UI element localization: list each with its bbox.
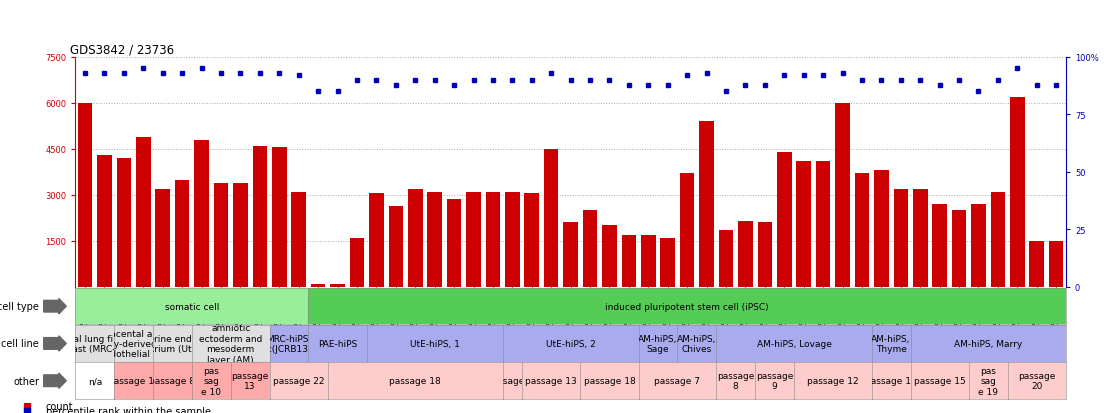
- Bar: [428, 192, 442, 287]
- Text: somatic cell: somatic cell: [165, 302, 219, 311]
- Bar: [972, 204, 986, 287]
- Text: AM-hiPS,
Thyme: AM-hiPS, Thyme: [871, 334, 911, 353]
- Text: passage 22: passage 22: [273, 376, 325, 385]
- Text: n/a: n/a: [88, 376, 102, 385]
- Bar: [1010, 97, 1025, 287]
- Bar: [505, 192, 520, 287]
- Bar: [544, 150, 558, 287]
- Bar: [835, 104, 850, 287]
- Text: AM-hiPS, Lovage: AM-hiPS, Lovage: [757, 339, 831, 348]
- Bar: [136, 137, 151, 287]
- Bar: [660, 238, 675, 287]
- Bar: [291, 192, 306, 287]
- Text: passage 8: passage 8: [150, 376, 195, 385]
- Bar: [408, 189, 422, 287]
- Bar: [797, 162, 811, 287]
- Text: fetal lung fibro
blast (MRC-5): fetal lung fibro blast (MRC-5): [61, 334, 129, 353]
- Bar: [311, 284, 326, 287]
- Text: passage 27: passage 27: [486, 376, 538, 385]
- Bar: [932, 204, 947, 287]
- Bar: [680, 174, 695, 287]
- Text: cell type: cell type: [0, 301, 39, 311]
- Text: passage 15: passage 15: [914, 376, 965, 385]
- Bar: [330, 284, 345, 287]
- Bar: [175, 180, 189, 287]
- Text: pas
sag
e 19: pas sag e 19: [978, 366, 998, 396]
- Bar: [350, 238, 365, 287]
- Bar: [98, 156, 112, 287]
- Text: uterine endom
etrium (UtE): uterine endom etrium (UtE): [138, 334, 206, 353]
- Bar: [369, 194, 383, 287]
- Text: passage 16: passage 16: [107, 376, 160, 385]
- Bar: [233, 183, 248, 287]
- Text: passage
20: passage 20: [1018, 371, 1056, 390]
- FancyArrow shape: [43, 373, 66, 388]
- Text: AM-hiPS, Marry: AM-hiPS, Marry: [954, 339, 1023, 348]
- Bar: [485, 192, 500, 287]
- Bar: [893, 189, 909, 287]
- Bar: [699, 122, 714, 287]
- Text: GDS3842 / 23736: GDS3842 / 23736: [71, 44, 175, 57]
- Bar: [155, 189, 170, 287]
- Text: passage
8: passage 8: [717, 371, 755, 390]
- Bar: [78, 104, 92, 287]
- Text: UtE-hiPS, 2: UtE-hiPS, 2: [546, 339, 595, 348]
- Bar: [622, 235, 636, 287]
- Text: placental arte
ry-derived
endothelial (PA: placental arte ry-derived endothelial (P…: [100, 329, 167, 358]
- Text: passage 7: passage 7: [655, 376, 700, 385]
- Bar: [758, 223, 772, 287]
- Bar: [389, 206, 403, 287]
- Text: other: other: [13, 376, 39, 386]
- Text: percentile rank within the sample: percentile rank within the sample: [47, 406, 211, 413]
- Bar: [913, 189, 927, 287]
- Bar: [214, 183, 228, 287]
- Bar: [447, 200, 461, 287]
- FancyArrow shape: [43, 299, 66, 314]
- Bar: [854, 174, 870, 287]
- Text: UtE-hiPS, 1: UtE-hiPS, 1: [410, 339, 460, 348]
- Bar: [642, 235, 656, 287]
- FancyArrow shape: [43, 336, 66, 351]
- Bar: [253, 147, 267, 287]
- Bar: [563, 223, 578, 287]
- Bar: [602, 226, 617, 287]
- Bar: [777, 152, 791, 287]
- Text: pas
sag
e 10: pas sag e 10: [202, 366, 222, 396]
- Bar: [1029, 241, 1044, 287]
- Bar: [719, 230, 733, 287]
- Text: count: count: [47, 401, 73, 411]
- Text: AM-hiPS,
Chives: AM-hiPS, Chives: [677, 334, 717, 353]
- Text: cell line: cell line: [1, 339, 39, 349]
- Bar: [815, 162, 830, 287]
- Text: induced pluripotent stem cell (iPSC): induced pluripotent stem cell (iPSC): [605, 302, 769, 311]
- Bar: [194, 140, 209, 287]
- Text: amniotic
ectoderm and
mesoderm
layer (AM): amniotic ectoderm and mesoderm layer (AM…: [199, 323, 263, 364]
- Bar: [116, 159, 131, 287]
- Text: passage 12: passage 12: [807, 376, 859, 385]
- Text: passage 18: passage 18: [584, 376, 635, 385]
- Bar: [952, 211, 966, 287]
- Text: passage 13: passage 13: [525, 376, 577, 385]
- Bar: [583, 211, 597, 287]
- Bar: [466, 192, 481, 287]
- Bar: [738, 221, 752, 287]
- Bar: [524, 194, 540, 287]
- Text: passage
13: passage 13: [232, 371, 269, 390]
- Text: PAE-hiPS: PAE-hiPS: [318, 339, 357, 348]
- Bar: [271, 148, 287, 287]
- Text: MRC-hiPS,
Tic(JCRB1331: MRC-hiPS, Tic(JCRB1331: [259, 334, 319, 353]
- Bar: [1049, 241, 1064, 287]
- Text: passage 18: passage 18: [389, 376, 441, 385]
- Text: AM-hiPS,
Sage: AM-hiPS, Sage: [638, 334, 678, 353]
- Text: passage
9: passage 9: [756, 371, 793, 390]
- Text: passage 16: passage 16: [865, 376, 917, 385]
- Bar: [991, 192, 1005, 287]
- Bar: [874, 171, 889, 287]
